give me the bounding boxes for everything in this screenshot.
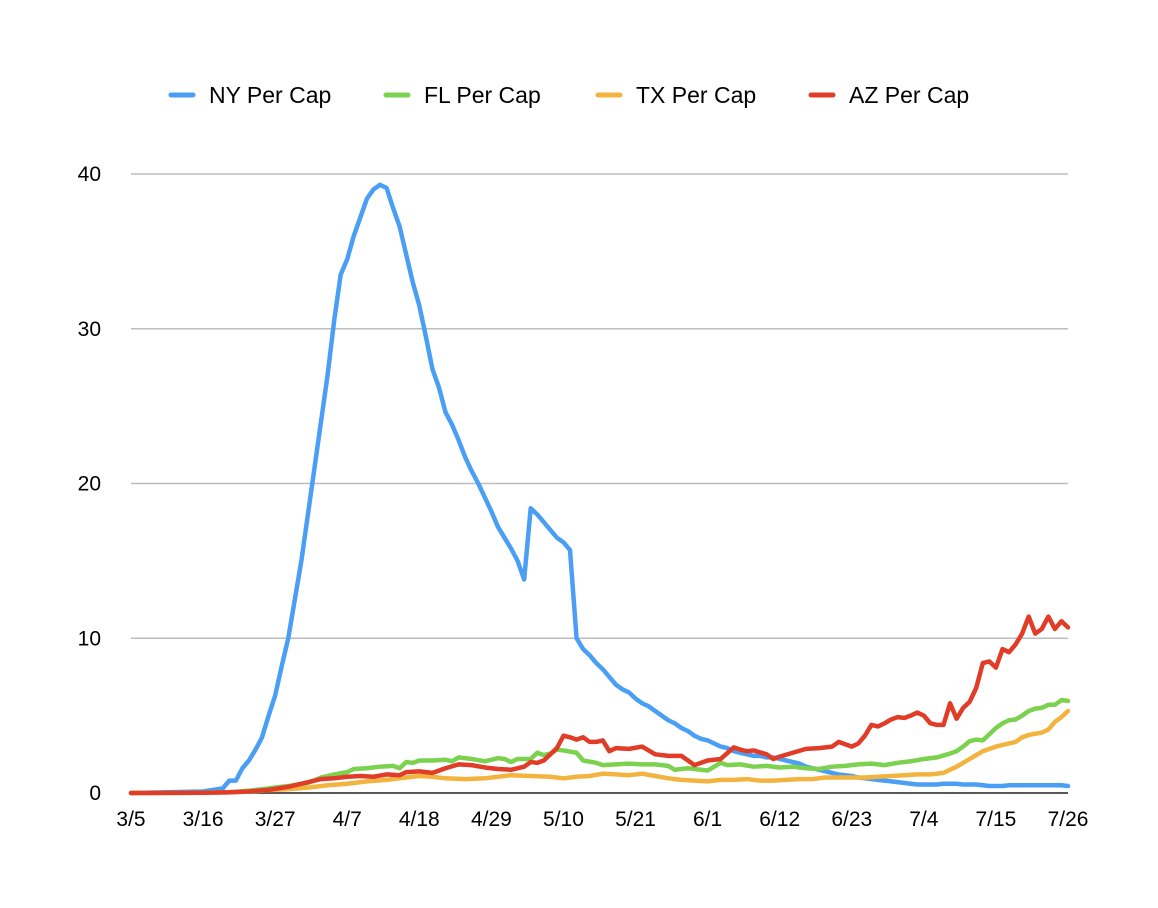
legend-item-tx-per-cap: TX Per Cap <box>595 82 756 108</box>
x-tick-label: 4/18 <box>399 808 440 831</box>
legend-item-az-per-cap: AZ Per Cap <box>808 82 969 108</box>
x-tick-label: 5/21 <box>615 808 656 831</box>
legend-label: FL Per Cap <box>424 82 541 108</box>
x-tick-label: 6/23 <box>831 808 872 831</box>
legend-label: AZ Per Cap <box>849 82 969 108</box>
x-tick-label: 6/12 <box>759 808 800 831</box>
x-tick-label: 5/10 <box>543 808 584 831</box>
x-tick-label: 7/4 <box>909 808 939 831</box>
legend-label: NY Per Cap <box>209 82 331 108</box>
series-line-az-per-cap <box>128 614 1071 796</box>
gridlines <box>131 173 1068 640</box>
y-tick-label: 30 <box>78 318 101 341</box>
y-tick-label: 0 <box>89 782 101 805</box>
legend-item-ny-per-cap: NY Per Cap <box>168 82 331 108</box>
x-tick-label: 3/5 <box>116 808 145 831</box>
y-tick-label: 10 <box>78 627 101 650</box>
legend-item-fl-per-cap: FL Per Cap <box>383 82 541 108</box>
series-lines <box>128 182 1071 796</box>
series-line-ny-per-cap <box>128 182 1071 796</box>
x-tick-label: 6/1 <box>693 808 722 831</box>
y-tick-label: 40 <box>78 163 101 186</box>
axes: 0 10 20 30 40 3/5 3/16 3/27 4/7 4/18 4/29 5/10 5/21 6… <box>78 163 1089 831</box>
series-line-fl-per-cap <box>128 697 1071 796</box>
x-tick-label: 7/26 <box>1048 808 1089 831</box>
y-tick-label: 20 <box>78 473 101 496</box>
series-line-tx-per-cap <box>128 708 1071 796</box>
x-tick-label: 4/7 <box>333 808 362 831</box>
legend: NY Per Cap FL Per Cap TX Per Cap AZ Per Cap <box>168 82 969 108</box>
x-tick-label: 4/29 <box>471 808 512 831</box>
x-tick-label: 3/27 <box>255 808 296 831</box>
x-tick-label: 7/15 <box>975 808 1016 831</box>
x-tick-label: 3/16 <box>183 808 224 831</box>
legend-label: TX Per Cap <box>636 82 756 108</box>
